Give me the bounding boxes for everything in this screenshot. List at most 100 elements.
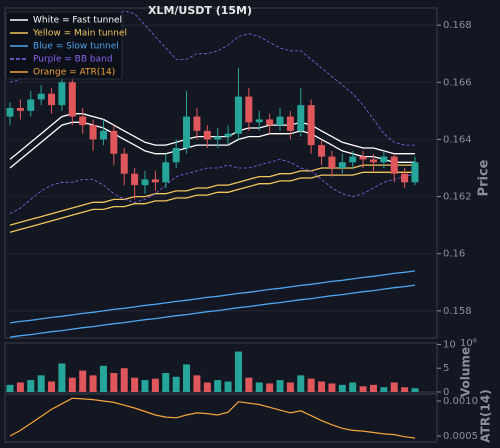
volume-bar (120, 368, 128, 392)
candle-body (172, 148, 180, 163)
tunnel-line (9, 171, 415, 233)
legend-label: Blue = Slow tunnel (33, 42, 119, 52)
volume-bar (141, 380, 149, 392)
candle-body (37, 93, 45, 100)
volume-bar (214, 380, 222, 392)
y-tick-label: 0 (443, 387, 449, 398)
candle-body (58, 82, 66, 106)
volume-bar (110, 372, 118, 392)
candle-body (48, 93, 56, 106)
atr-axis-label: ATR(14) (479, 389, 493, 442)
y-tick-label: 5 (443, 363, 449, 374)
candle-body (286, 116, 294, 131)
candle-body (328, 156, 336, 168)
volume-bar (89, 375, 97, 392)
candle-body (203, 130, 211, 140)
tunnel-line (9, 164, 415, 226)
volume-bar (349, 382, 357, 392)
candle-body (234, 96, 242, 134)
volume-bar (48, 381, 56, 392)
candle-body (99, 130, 107, 140)
candle-body (245, 96, 253, 123)
volume-bar (369, 384, 377, 392)
candle-body (318, 145, 326, 157)
candle-body (349, 156, 357, 163)
volume-bar (318, 381, 326, 392)
candle-body (89, 125, 97, 140)
volume-bar (234, 351, 242, 392)
candle-body (68, 82, 76, 117)
candle-body (276, 116, 284, 126)
volume-bar (16, 382, 24, 392)
candle-body (193, 116, 201, 131)
candle-body (307, 105, 315, 146)
volume-bar (390, 382, 398, 392)
volume-bar (79, 370, 87, 392)
y-tick-label: 0.16 (443, 249, 465, 260)
candle-body (214, 136, 222, 140)
volume-bar (245, 377, 253, 392)
candle-body (79, 116, 87, 126)
legend-label: Orange = ATR(14) (33, 68, 115, 78)
y-axis-label: Price (477, 159, 492, 196)
atr-panel (4, 393, 438, 443)
candle-body (380, 156, 388, 163)
volume-bar (203, 382, 211, 392)
y-tick-label: 0.0005 (443, 431, 478, 442)
volume-bar (380, 387, 388, 392)
tunnel-line (9, 121, 415, 169)
volume-bar (255, 382, 263, 392)
y-tick-label: 10 (443, 339, 456, 350)
volume-bar (6, 384, 14, 392)
volume-bar (266, 383, 274, 392)
candle-body (297, 105, 305, 131)
volume-bar (328, 383, 336, 392)
volume-bar (58, 363, 66, 392)
volume-bar (172, 376, 180, 392)
y-tick-label: 0.168 (443, 20, 472, 31)
tunnel-line (9, 270, 416, 324)
volume-bar (37, 375, 45, 392)
candle-body (16, 108, 24, 111)
volume-bar (411, 388, 419, 392)
candle-body (151, 179, 159, 183)
y-tick-label: 0.164 (443, 134, 472, 145)
candle-body (390, 156, 398, 174)
candle-body (224, 133, 232, 137)
volume-bar (307, 378, 315, 392)
candle-body (131, 173, 139, 186)
tunnel-line (9, 113, 415, 160)
volume-bar (162, 372, 170, 392)
legend-label: White = Fast tunnel (33, 16, 122, 26)
volume-bar (131, 377, 139, 392)
candle-body (183, 116, 191, 148)
volume-bar (338, 384, 346, 392)
chart-title: XLM/USDT (15M) (148, 4, 252, 17)
legend-box (5, 11, 123, 80)
legend: White = Fast tunnel Yellow = Main tunnel B… (10, 16, 127, 78)
candle-body (411, 162, 419, 183)
candle-body (266, 119, 274, 126)
volume-bar (276, 380, 284, 392)
candle-body (401, 173, 409, 183)
volume-bar (286, 382, 294, 392)
volume-bar (401, 387, 409, 392)
volume-scale-label: 10⁶ (460, 338, 477, 349)
candle-body (141, 179, 149, 186)
y-tick-label: 0.0010 (443, 396, 478, 407)
volume-bar (359, 386, 367, 392)
volume-axis-label: Volume (459, 347, 473, 397)
y-tick-label: 0.162 (443, 192, 472, 203)
candle-body (338, 162, 346, 168)
volume-bar (27, 380, 35, 392)
volume-bar (68, 377, 76, 392)
volume-bar (224, 381, 232, 392)
volume-bar (297, 375, 305, 392)
candle-body (359, 156, 367, 160)
atr-line (9, 397, 416, 439)
candle-body (120, 153, 128, 174)
y-tick-label: 0.158 (443, 306, 472, 317)
volume-bar (193, 375, 201, 392)
candle-body (27, 99, 35, 111)
